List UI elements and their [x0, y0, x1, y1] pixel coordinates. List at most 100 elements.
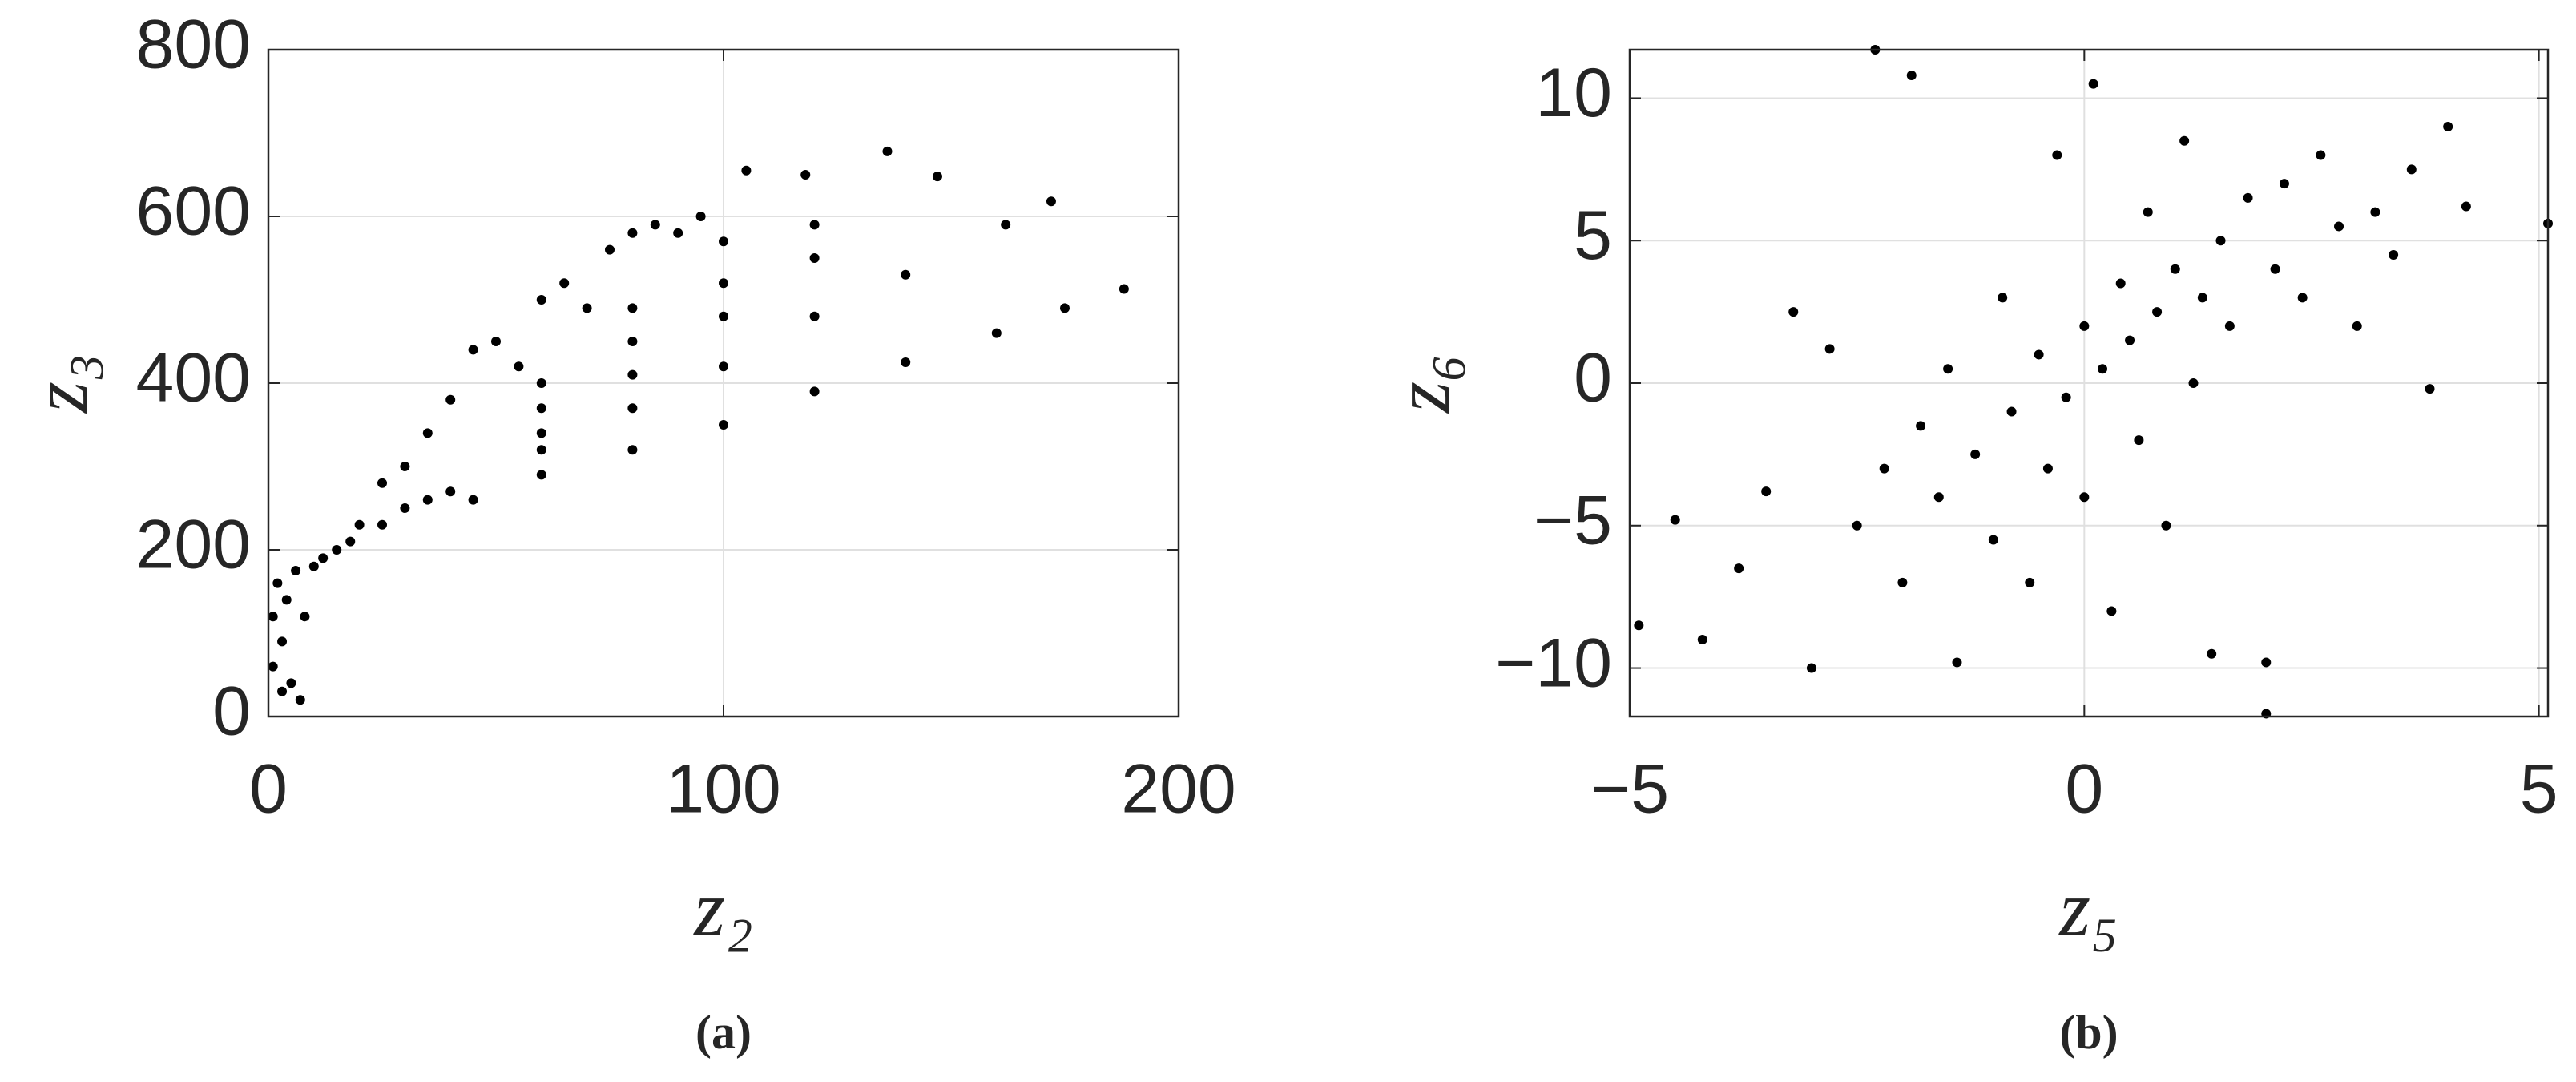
point [2352, 321, 2362, 331]
point [2197, 293, 2207, 303]
point [2006, 406, 2017, 417]
point [2134, 435, 2144, 446]
point [2143, 207, 2153, 217]
point [719, 278, 728, 289]
point [286, 678, 296, 688]
point [2052, 150, 2062, 160]
point [1634, 620, 1644, 631]
point [695, 212, 706, 221]
point [281, 595, 292, 605]
point [2061, 392, 2071, 402]
point [650, 220, 660, 230]
point [2098, 364, 2108, 374]
y-tick-label: 400 [136, 340, 252, 417]
point [2115, 278, 2126, 289]
point [627, 445, 638, 455]
point [2207, 648, 2217, 659]
point [2443, 122, 2453, 131]
point [673, 228, 683, 238]
point [559, 278, 570, 289]
point [514, 361, 524, 372]
point [1119, 284, 1129, 294]
x-tick-label: −5 [1590, 751, 1669, 828]
y-tick-label: 5 [1574, 197, 1612, 274]
point [719, 311, 728, 321]
point [719, 361, 728, 372]
y-tick-label: −5 [1534, 482, 1612, 559]
y-tick-label: 0 [1574, 340, 1612, 417]
point [1943, 364, 1953, 374]
point [809, 386, 820, 397]
point [536, 428, 546, 438]
point [2079, 492, 2090, 503]
point [536, 445, 546, 455]
point [277, 636, 288, 647]
point [605, 244, 615, 255]
point [901, 269, 911, 280]
point [2316, 150, 2326, 160]
point [536, 470, 546, 480]
x-tick-label: 200 [1121, 751, 1236, 828]
point [627, 228, 638, 238]
point [2125, 335, 2135, 345]
point [268, 612, 278, 622]
point [318, 553, 329, 563]
x-axis-label: z₂ [692, 864, 753, 953]
point [1852, 520, 1862, 531]
point [2243, 192, 2253, 203]
point [2215, 236, 2226, 246]
point [2297, 293, 2308, 303]
point [491, 337, 501, 346]
point [1001, 220, 1011, 230]
point [422, 495, 433, 505]
point [809, 311, 820, 321]
point [377, 519, 387, 530]
x-axis-label: z₅ [2058, 864, 2118, 953]
point [2042, 463, 2053, 474]
point [377, 478, 387, 488]
point [882, 146, 893, 156]
plot-frame [1628, 48, 2550, 718]
y-tick-label: −10 [1495, 624, 1612, 701]
point [1897, 577, 1908, 587]
plot-frame [267, 48, 1180, 718]
x-tick-label: 100 [666, 751, 781, 828]
point [627, 403, 638, 414]
point [308, 561, 319, 571]
point [2088, 79, 2098, 89]
point [1824, 344, 1835, 354]
caption: (a) [695, 1006, 752, 1059]
x-tick-label: 0 [2065, 751, 2103, 828]
point [2425, 384, 2435, 394]
point [2461, 201, 2471, 212]
point [468, 495, 478, 505]
point [1952, 657, 1962, 668]
point [2370, 207, 2380, 217]
point [2261, 657, 2272, 668]
point [291, 566, 301, 575]
point [1734, 563, 1744, 574]
point [2034, 349, 2044, 360]
point [2270, 264, 2280, 274]
point [445, 486, 456, 497]
point [268, 661, 278, 672]
point [719, 420, 728, 430]
point [2179, 135, 2190, 146]
point [1761, 486, 1772, 497]
point [741, 165, 752, 176]
point [277, 686, 288, 696]
caption: (b) [2059, 1006, 2118, 1059]
y-tick-label: 10 [1535, 55, 1612, 131]
point [2279, 179, 2289, 189]
point [536, 378, 546, 388]
point [627, 369, 638, 380]
point [2188, 378, 2199, 388]
y-tick-label: 600 [136, 173, 252, 250]
point [468, 345, 478, 355]
point [354, 519, 365, 530]
point [272, 578, 283, 588]
point [627, 337, 638, 346]
y-tick-label: 200 [136, 507, 252, 583]
point [1933, 492, 1944, 503]
